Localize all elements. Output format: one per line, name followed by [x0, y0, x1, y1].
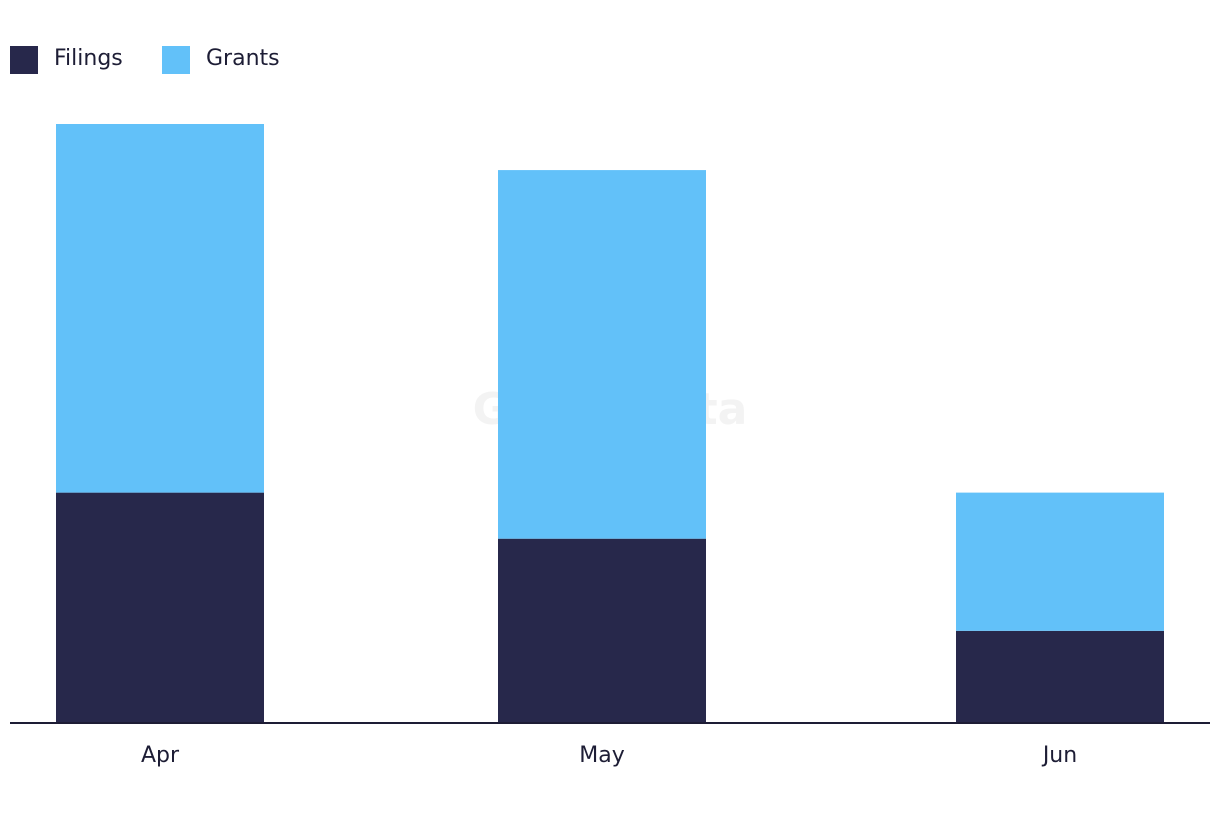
x-tick-label: May	[579, 743, 624, 768]
bar-segment	[498, 538, 706, 723]
x-tick-label: Jun	[1041, 743, 1077, 768]
legend-label: Grants	[206, 46, 280, 71]
legend-label: Filings	[54, 46, 123, 71]
bar-segment	[956, 492, 1164, 631]
legend-swatch	[162, 46, 190, 74]
bar-segment	[56, 492, 264, 723]
bar-segment	[956, 630, 1164, 723]
bar-segment	[56, 124, 264, 493]
x-tick-label: Apr	[141, 743, 180, 768]
bar-segment	[498, 170, 706, 539]
legend-swatch	[10, 46, 38, 74]
